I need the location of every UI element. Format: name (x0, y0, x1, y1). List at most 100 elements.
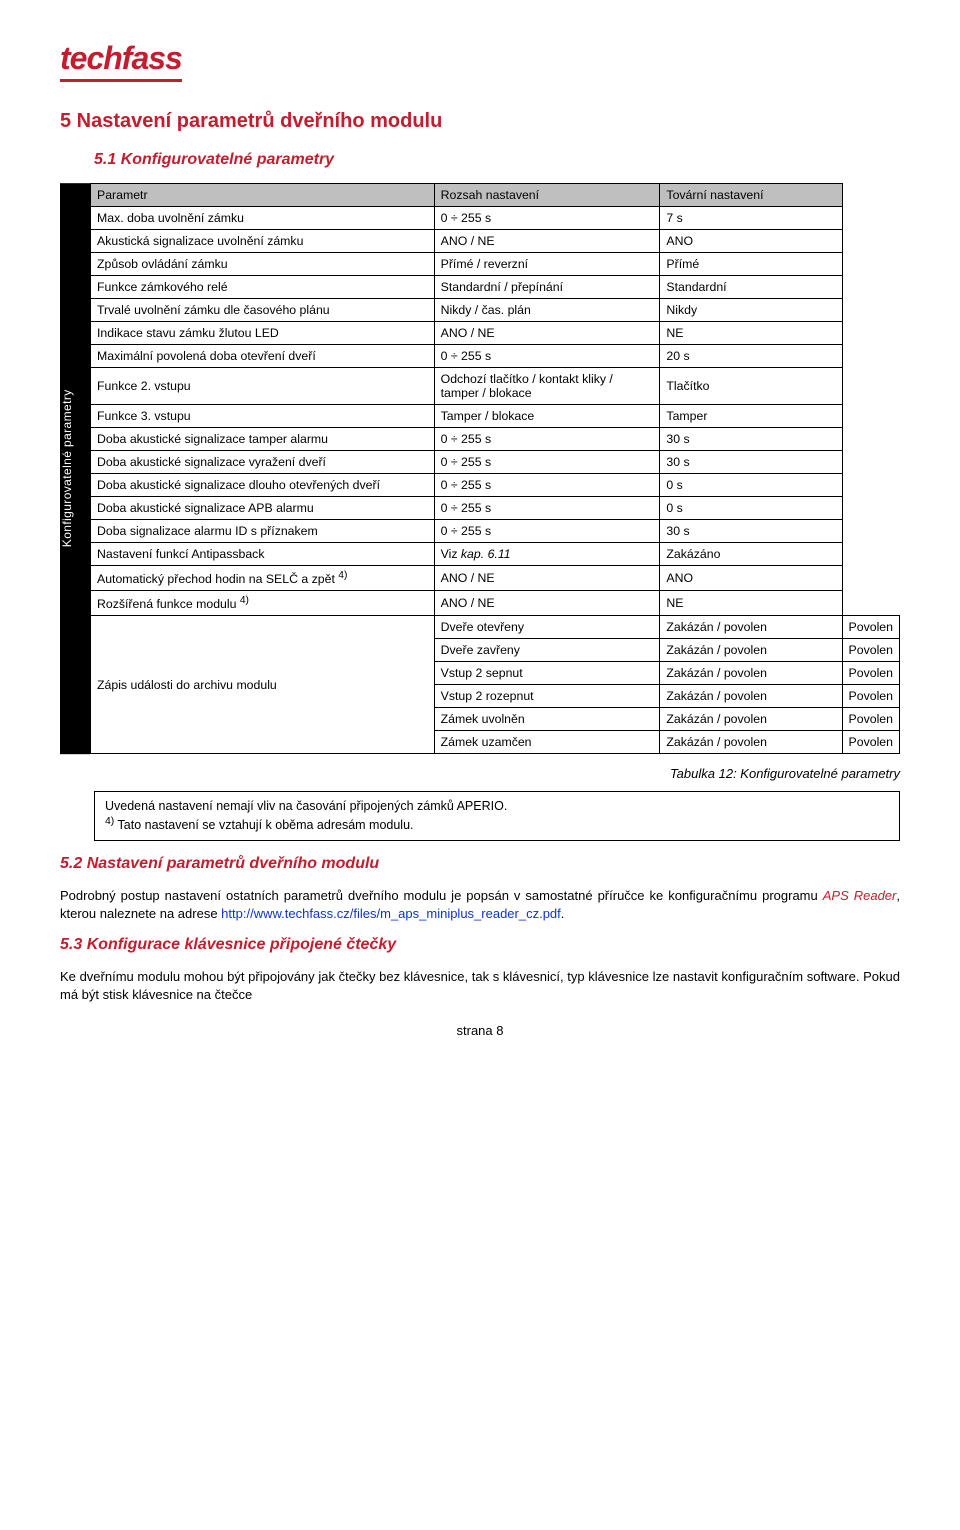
section-title-5: 5 Nastavení parametrů dveřního modulu (60, 110, 900, 133)
param-name-cell: Nastavení funkcí Antipassback (91, 543, 435, 566)
params-table: Parametr Rozsah nastavení Tovární nastav… (90, 183, 900, 754)
default-cell: Povolen (842, 639, 899, 662)
param-name-cell: Funkce 2. vstupu (91, 368, 435, 405)
paragraph-5-3: Ke dveřnímu modulu mohou být připojovány… (60, 968, 900, 1003)
table-row: Doba akustické signalizace vyražení dveř… (91, 451, 900, 474)
range-cell: Nikdy / čas. plán (434, 299, 660, 322)
table-row: Funkce 3. vstupuTamper / blokaceTamper (91, 405, 900, 428)
range-cell: 0 ÷ 255 s (434, 497, 660, 520)
param-name-cell: Funkce zámkového relé (91, 276, 435, 299)
default-cell: 20 s (660, 345, 842, 368)
default-cell: Zakázáno (660, 543, 842, 566)
table-row: Indikace stavu zámku žlutou LEDANO / NEN… (91, 322, 900, 345)
range-cell: 0 ÷ 255 s (434, 428, 660, 451)
default-cell: Povolen (842, 662, 899, 685)
default-cell: ANO (660, 566, 842, 591)
table-row: Funkce 2. vstupuOdchozí tlačítko / konta… (91, 368, 900, 405)
param-name-cell: Trvalé uvolnění zámku dle časového plánu (91, 299, 435, 322)
default-cell: Povolen (842, 708, 899, 731)
param-name-cell: Doba akustické signalizace tamper alarmu (91, 428, 435, 451)
default-cell: Nikdy (660, 299, 842, 322)
range-cell: ANO / NE (434, 230, 660, 253)
default-cell: 0 s (660, 497, 842, 520)
params-block: Konfigurovatelné parametry Parametr Rozs… (60, 183, 900, 754)
range-cell: Zakázán / povolen (660, 616, 842, 639)
range-cell: ANO / NE (434, 322, 660, 345)
group-label-cell: Zápis události do archivu modulu (91, 616, 435, 754)
default-cell: 30 s (660, 520, 842, 543)
range-cell: Standardní / přepínání (434, 276, 660, 299)
default-cell: Tlačítko (660, 368, 842, 405)
default-cell: Přímé (660, 253, 842, 276)
range-cell: 0 ÷ 255 s (434, 520, 660, 543)
default-cell: 30 s (660, 428, 842, 451)
col-header-param: Parametr (91, 184, 435, 207)
p2-text-a: Podrobný postup nastavení ostatních para… (60, 888, 823, 903)
table-row: Doba akustické signalizace dlouho otevře… (91, 474, 900, 497)
table-row: Akustická signalizace uvolnění zámkuANO … (91, 230, 900, 253)
table-row: Doba akustické signalizace APB alarmu0 ÷… (91, 497, 900, 520)
param-name-cell: Doba akustické signalizace vyražení dveř… (91, 451, 435, 474)
table-row: Maximální povolená doba otevření dveří0 … (91, 345, 900, 368)
table-header-row: Parametr Rozsah nastavení Tovární nastav… (91, 184, 900, 207)
group-event-cell: Zámek uzamčen (434, 731, 660, 754)
range-cell: 0 ÷ 255 s (434, 451, 660, 474)
note-line-2: Tato nastavení se vztahují k oběma adres… (114, 818, 413, 832)
default-cell: ANO (660, 230, 842, 253)
range-cell: ANO / NE (434, 566, 660, 591)
range-cell: 0 ÷ 255 s (434, 207, 660, 230)
paragraph-5-2: Podrobný postup nastavení ostatních para… (60, 887, 900, 922)
table-row: Způsob ovládání zámkuPřímé / reverzníPří… (91, 253, 900, 276)
table-row: Nastavení funkcí AntipassbackViz kap. 6.… (91, 543, 900, 566)
sidebar-label: Konfigurovatelné parametry (60, 183, 90, 754)
col-header-default: Tovární nastavení (660, 184, 842, 207)
range-cell: Zakázán / povolen (660, 639, 842, 662)
default-cell: Povolen (842, 685, 899, 708)
param-name-cell: Doba akustické signalizace APB alarmu (91, 497, 435, 520)
param-name-cell: Způsob ovládání zámku (91, 253, 435, 276)
aps-reader-name: APS Reader (823, 888, 897, 903)
default-cell: NE (660, 322, 842, 345)
subsection-5-3: 5.3 Konfigurace klávesnice připojené čte… (60, 936, 900, 954)
param-name-cell: Akustická signalizace uvolnění zámku (91, 230, 435, 253)
range-cell: Přímé / reverzní (434, 253, 660, 276)
table-row: Funkce zámkového reléStandardní / přepín… (91, 276, 900, 299)
group-event-cell: Zámek uvolněn (434, 708, 660, 731)
default-cell: Tamper (660, 405, 842, 428)
table-row: Automatický přechod hodin na SELČ a zpět… (91, 566, 900, 591)
p2-text-c: . (561, 906, 565, 921)
range-cell: 0 ÷ 255 s (434, 345, 660, 368)
logo: techfass (60, 40, 182, 82)
col-header-range: Rozsah nastavení (434, 184, 660, 207)
range-cell: ANO / NE (434, 591, 660, 616)
default-cell: NE (660, 591, 842, 616)
default-cell: 0 s (660, 474, 842, 497)
table-row: Doba signalizace alarmu ID s příznakem0 … (91, 520, 900, 543)
range-cell: Tamper / blokace (434, 405, 660, 428)
manual-link[interactable]: http://www.techfass.cz/files/m_aps_minip… (221, 906, 561, 921)
table-row: Trvalé uvolnění zámku dle časového plánu… (91, 299, 900, 322)
param-name-cell: Doba akustické signalizace dlouho otevře… (91, 474, 435, 497)
param-name-cell: Indikace stavu zámku žlutou LED (91, 322, 435, 345)
range-cell: Zakázán / povolen (660, 685, 842, 708)
note-sup: 4) (105, 816, 114, 827)
note-box: Uvedená nastavení nemají vliv na časován… (94, 791, 900, 841)
group-event-cell: Dveře zavřeny (434, 639, 660, 662)
param-name-cell: Maximální povolená doba otevření dveří (91, 345, 435, 368)
page-number: strana 8 (60, 1023, 900, 1038)
table-caption: Tabulka 12: Konfigurovatelné parametry (60, 766, 900, 781)
table-row: Max. doba uvolnění zámku0 ÷ 255 s7 s (91, 207, 900, 230)
subsection-5-1: 5.1 Konfigurovatelné parametry (94, 151, 900, 169)
note-line-1: Uvedená nastavení nemají vliv na časován… (105, 799, 507, 813)
group-event-cell: Dveře otevřeny (434, 616, 660, 639)
param-name-cell: Max. doba uvolnění zámku (91, 207, 435, 230)
param-name-cell: Doba signalizace alarmu ID s příznakem (91, 520, 435, 543)
subsection-5-2: 5.2 Nastavení parametrů dveřního modulu (60, 855, 900, 873)
default-cell: Povolen (842, 731, 899, 754)
range-cell: Odchozí tlačítko / kontakt kliky / tampe… (434, 368, 660, 405)
group-event-cell: Vstup 2 sepnut (434, 662, 660, 685)
param-name-cell: Automatický přechod hodin na SELČ a zpět… (91, 566, 435, 591)
default-cell: 7 s (660, 207, 842, 230)
default-cell: Standardní (660, 276, 842, 299)
table-row: Zápis události do archivu moduluDveře ot… (91, 616, 900, 639)
